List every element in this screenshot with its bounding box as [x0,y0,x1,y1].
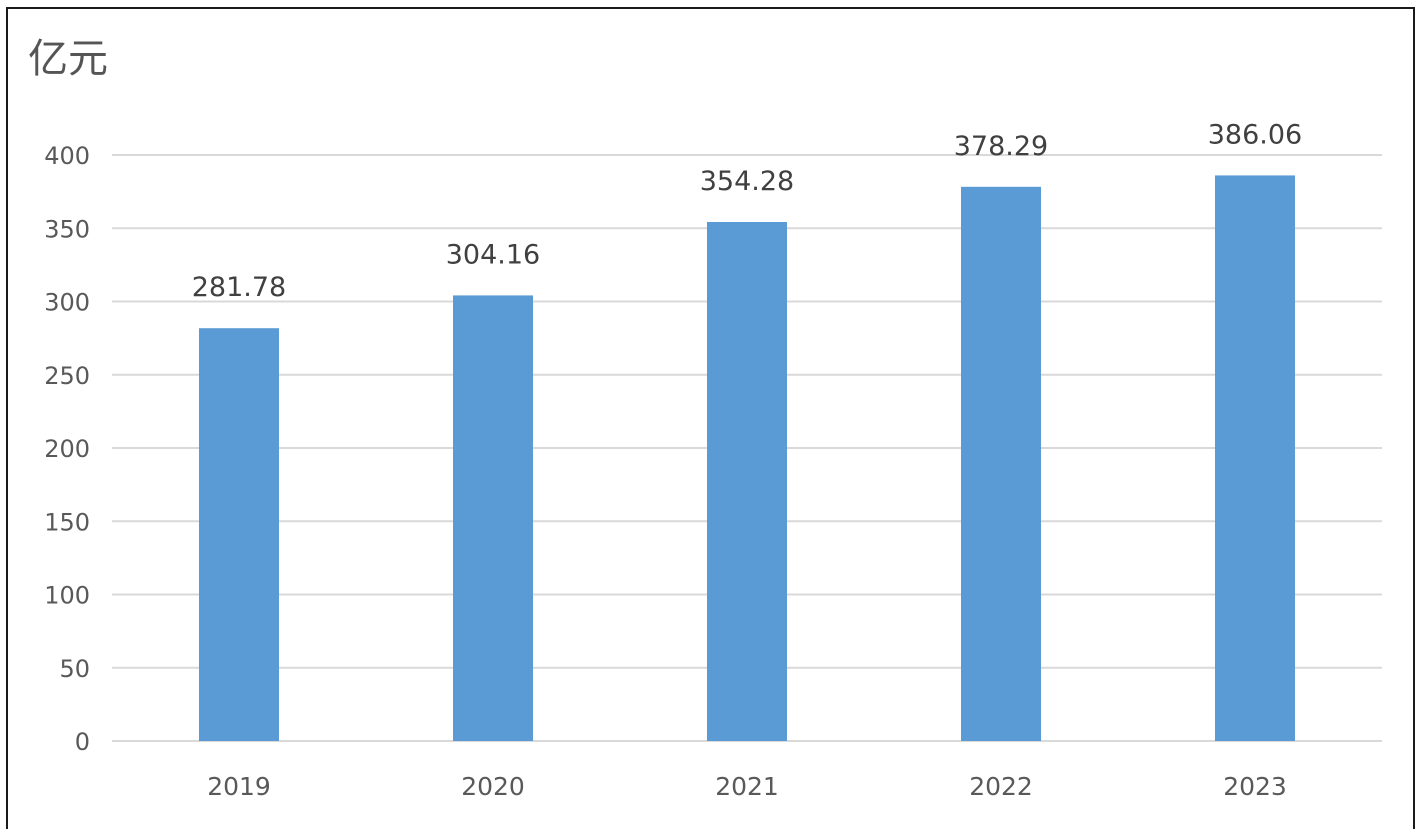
bar-2019 [199,328,279,741]
y-tick-label: 150 [44,508,90,536]
data-label-2021: 354.28 [700,166,794,197]
x-category-label: 2019 [207,772,271,801]
bar-2020 [453,295,533,741]
y-tick-label: 200 [44,435,90,463]
data-label-2023: 386.06 [1208,119,1302,150]
y-axis-ticks: 0 50 100 150 200 250 300 350 400 [44,142,90,756]
y-tick-label: 250 [44,362,90,390]
x-category-label: 2020 [461,772,525,801]
x-category-label: 2022 [969,772,1033,801]
y-tick-label: 100 [44,582,90,610]
data-label-2019: 281.78 [192,272,286,303]
x-axis-categories: 2019 2020 2021 2022 2023 [207,772,1287,801]
unit-label: 亿元 [28,36,108,82]
y-tick-label: 0 [75,728,90,756]
bar-2023 [1215,175,1295,741]
y-tick-label: 350 [44,215,90,243]
data-label-2022: 378.29 [954,131,1048,162]
y-tick-label: 50 [59,655,90,683]
y-tick-label: 400 [44,142,90,170]
bar-2021 [707,221,787,741]
y-tick-label: 300 [44,289,90,317]
data-labels: 281.78 304.16 354.28 378.29 386.06 [192,119,1302,303]
bar-2022 [961,186,1041,741]
bars [199,175,1295,741]
x-category-label: 2021 [715,772,779,801]
x-category-label: 2023 [1223,772,1287,801]
data-label-2020: 304.16 [446,239,540,270]
